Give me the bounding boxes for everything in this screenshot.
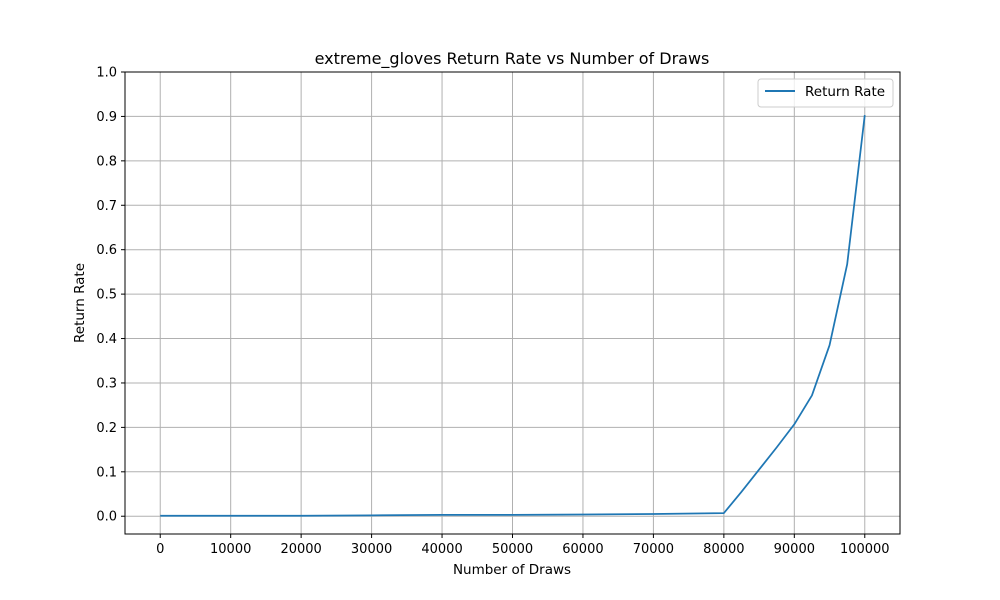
x-tick-label: 40000 xyxy=(421,542,462,557)
chart-title: extreme_gloves Return Rate vs Number of … xyxy=(315,49,710,69)
y-axis-label: Return Rate xyxy=(72,263,88,343)
x-tick-label: 100000 xyxy=(840,542,890,557)
y-tick-label: 0.7 xyxy=(96,199,117,214)
y-tick-label: 0.9 xyxy=(96,110,117,125)
x-tick-label: 50000 xyxy=(492,542,533,557)
series-line-return-rate xyxy=(160,114,866,517)
grid-lines xyxy=(125,71,900,534)
x-tick-label: 30000 xyxy=(351,542,392,557)
legend: Return Rate xyxy=(757,78,894,108)
y-tick-label: 0.1 xyxy=(96,465,117,480)
y-tick-label: 0.5 xyxy=(96,288,117,303)
y-tick-label: 0.8 xyxy=(96,154,117,169)
x-tick-label: 90000 xyxy=(774,542,815,557)
y-tick-label: 0.0 xyxy=(96,510,117,525)
x-tick-label: 70000 xyxy=(633,542,674,557)
x-tick-label: 0 xyxy=(156,542,164,557)
x-tick-label: 80000 xyxy=(703,542,744,557)
y-tick-label: 0.2 xyxy=(96,421,117,436)
x-tick-label: 60000 xyxy=(562,542,603,557)
y-axis-ticks: 0.0 0.1 0.2 0.3 0.4 0.5 0.6 0.7 0.8 0.9 1.0 xyxy=(96,66,125,525)
y-tick-label: 1.0 xyxy=(96,66,117,81)
legend-entry-label: Return Rate xyxy=(805,84,885,100)
legend-box xyxy=(757,78,894,108)
y-tick-label: 0.6 xyxy=(96,243,117,258)
x-tick-label: 10000 xyxy=(210,542,251,557)
series-lines xyxy=(160,114,866,517)
x-axis-label: Number of Draws xyxy=(453,562,571,578)
x-tick-label: 20000 xyxy=(280,542,321,557)
x-axis-ticks: 0 10000 20000 30000 40000 50000 60000 70000 8000… xyxy=(156,534,890,557)
y-tick-label: 0.4 xyxy=(96,332,117,347)
y-tick-label: 0.3 xyxy=(96,376,117,391)
